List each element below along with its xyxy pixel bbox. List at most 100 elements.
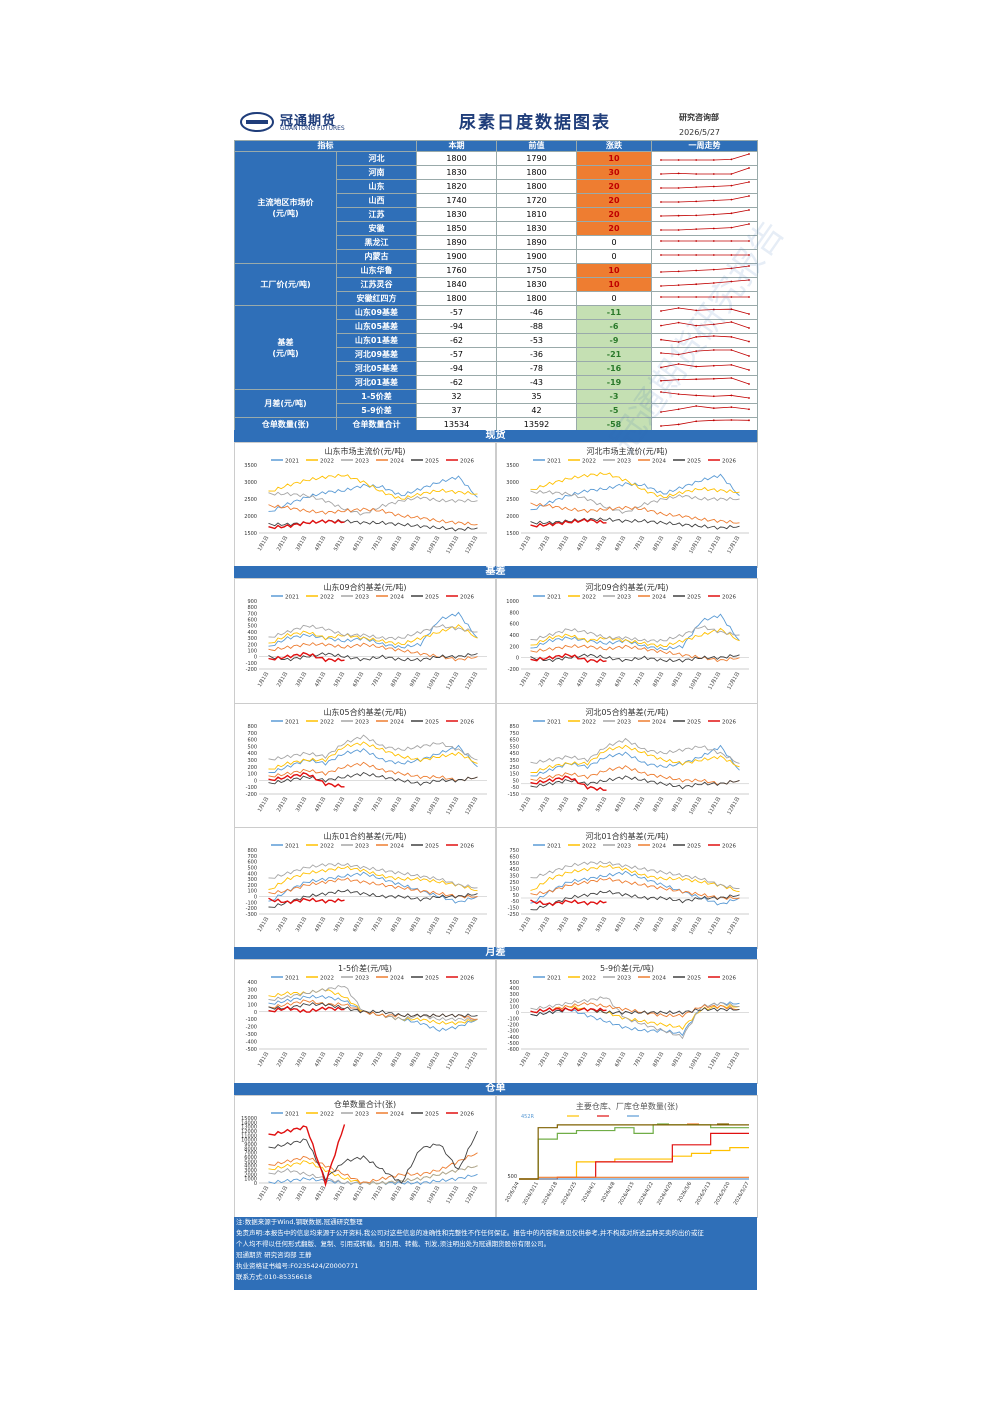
y-tick-label: 14000 [241, 1120, 257, 1126]
previous-value: -43 [496, 375, 577, 391]
column-header: 一周走势 [651, 139, 758, 153]
sparkline-point [747, 369, 750, 372]
sparkline-point [677, 423, 679, 426]
x-tick-label: 4月1日 [576, 1051, 589, 1068]
current-value: -94 [416, 319, 497, 335]
y-tick-label: 13000 [241, 1125, 257, 1131]
current-value: -57 [416, 347, 497, 363]
chart: 5-9价差(元/吨) 2021 2022 2023 2024 2025 2026 500400… [508, 963, 749, 1071]
series-line-f [519, 1124, 749, 1180]
sparkline-point [694, 378, 697, 381]
y-tick-label: 750 [509, 731, 519, 737]
y-tick-label: 800 [509, 610, 519, 616]
sparkline-line [660, 195, 749, 203]
x-tick-label: 9月1日 [409, 916, 422, 933]
legend-label: 2021 [547, 459, 561, 465]
sparkline-point [747, 265, 750, 268]
sparkline-point [730, 185, 732, 187]
y-tick-label: 450 [509, 751, 519, 757]
y-tick-label: 400 [509, 986, 519, 992]
legend-label: 2024 [390, 844, 404, 850]
x-tick-label: 10月1日 [688, 671, 703, 691]
change-value: -3 [576, 389, 652, 405]
sparkline-point [659, 229, 662, 232]
x-tick-label: 2月1日 [276, 796, 289, 813]
x-tick-label: 6月1日 [614, 916, 627, 933]
sparkline [651, 277, 758, 293]
previous-value: 1800 [496, 291, 577, 307]
series-line-2026 [268, 1005, 345, 1014]
series-line-2021 [268, 994, 478, 1032]
logo-subtext: GUANTONG FUTURES [280, 125, 345, 132]
x-tick-label: 10月1日 [426, 535, 441, 555]
x-tick-label: 8月1日 [390, 796, 403, 813]
group-label: 主流地区市场价 (元/吨) [234, 151, 337, 265]
data-source: 注:数据来源于Wind,钢联数据,冠通研究整理 [236, 1218, 363, 1226]
sparkline-point [694, 283, 697, 286]
series-line-2022 [268, 741, 478, 770]
x-tick-label: 11月1日 [707, 916, 722, 936]
x-tick-label: 3月1日 [295, 796, 308, 813]
sparkline [651, 389, 758, 405]
y-tick-label: -50 [511, 899, 519, 905]
chart: 山东01合约基差(元/吨) 2021 2022 2023 2024 2025 2026 800… [246, 831, 487, 936]
x-tick-label: 8月1日 [652, 535, 665, 552]
license: 执业资格证书编号:F0235424/Z0000771 [236, 1262, 359, 1270]
sparkline-point [659, 325, 662, 327]
series-line-2024 [530, 765, 740, 786]
current-value: -62 [416, 333, 497, 349]
logo-icon [240, 112, 274, 132]
x-tick-label: 8月1日 [652, 1051, 665, 1068]
series-line-e [519, 1176, 749, 1180]
x-tick-label: 8月1日 [652, 916, 665, 933]
sparkline [651, 165, 758, 181]
x-tick-label: 12月1日 [726, 671, 741, 691]
table-row: 安徽红四方 1800 1800 0 [235, 291, 758, 307]
current-value: -57 [416, 305, 497, 321]
x-tick-label: 12月1日 [464, 535, 479, 555]
y-tick-label: 1000 [506, 599, 519, 605]
legend-label: 2025 [687, 459, 701, 465]
y-tick-label: 850 [509, 724, 519, 730]
y-tick-label: -100 [246, 1017, 257, 1023]
current-value: 32 [416, 389, 497, 405]
y-tick-label: 250 [509, 765, 519, 771]
x-tick-label: 11月1日 [445, 671, 460, 691]
y-tick-label: 3000 [244, 1168, 257, 1174]
indicator-name: 山东01基差 [336, 333, 417, 349]
x-tick-label: 4月1日 [576, 796, 589, 813]
legend-label: 2022 [320, 720, 334, 726]
sparkline-point [730, 406, 732, 409]
x-tick-label: 6月1日 [614, 796, 627, 813]
sparkline [651, 347, 758, 363]
chart: 河北05合约基差(元/吨) 2021 2022 2023 2024 2025 2026 850… [508, 707, 749, 816]
change-value: -21 [576, 347, 652, 363]
y-tick-label: -300 [246, 912, 257, 918]
indicator-name: 河北09基差 [336, 347, 417, 363]
x-tick-label: 3月1日 [295, 535, 308, 552]
y-tick-label: 100 [247, 1002, 257, 1008]
x-tick-label: 10月1日 [426, 1185, 441, 1205]
y-tick-label: 400 [247, 871, 257, 877]
chart-panel: 山东09合约基差(元/吨) 2021 2022 2023 2024 2025 2026 900… [234, 578, 496, 704]
sparkline-point [677, 215, 679, 217]
sparkline-line [660, 265, 749, 273]
y-tick-label: 300 [247, 877, 257, 883]
y-tick-label: 9000 [244, 1142, 257, 1148]
series-line-2023 [530, 860, 740, 889]
y-tick-label: 350 [509, 758, 519, 764]
series-line-2022 [530, 472, 740, 499]
sparkline-point [677, 254, 679, 257]
y-tick-label: -200 [246, 792, 257, 798]
y-tick-label: 50 [513, 893, 519, 899]
x-tick-label: 2月1日 [276, 671, 289, 688]
y-tick-label: 0 [254, 655, 257, 661]
sparkline-point [694, 366, 697, 368]
y-tick-label: 750 [509, 848, 519, 854]
sparkline-point [677, 322, 679, 324]
y-tick-label: -200 [246, 667, 257, 673]
x-tick-label: 2月1日 [276, 535, 289, 552]
previous-value: 1900 [496, 249, 577, 265]
x-tick-label: 8月1日 [390, 671, 403, 688]
